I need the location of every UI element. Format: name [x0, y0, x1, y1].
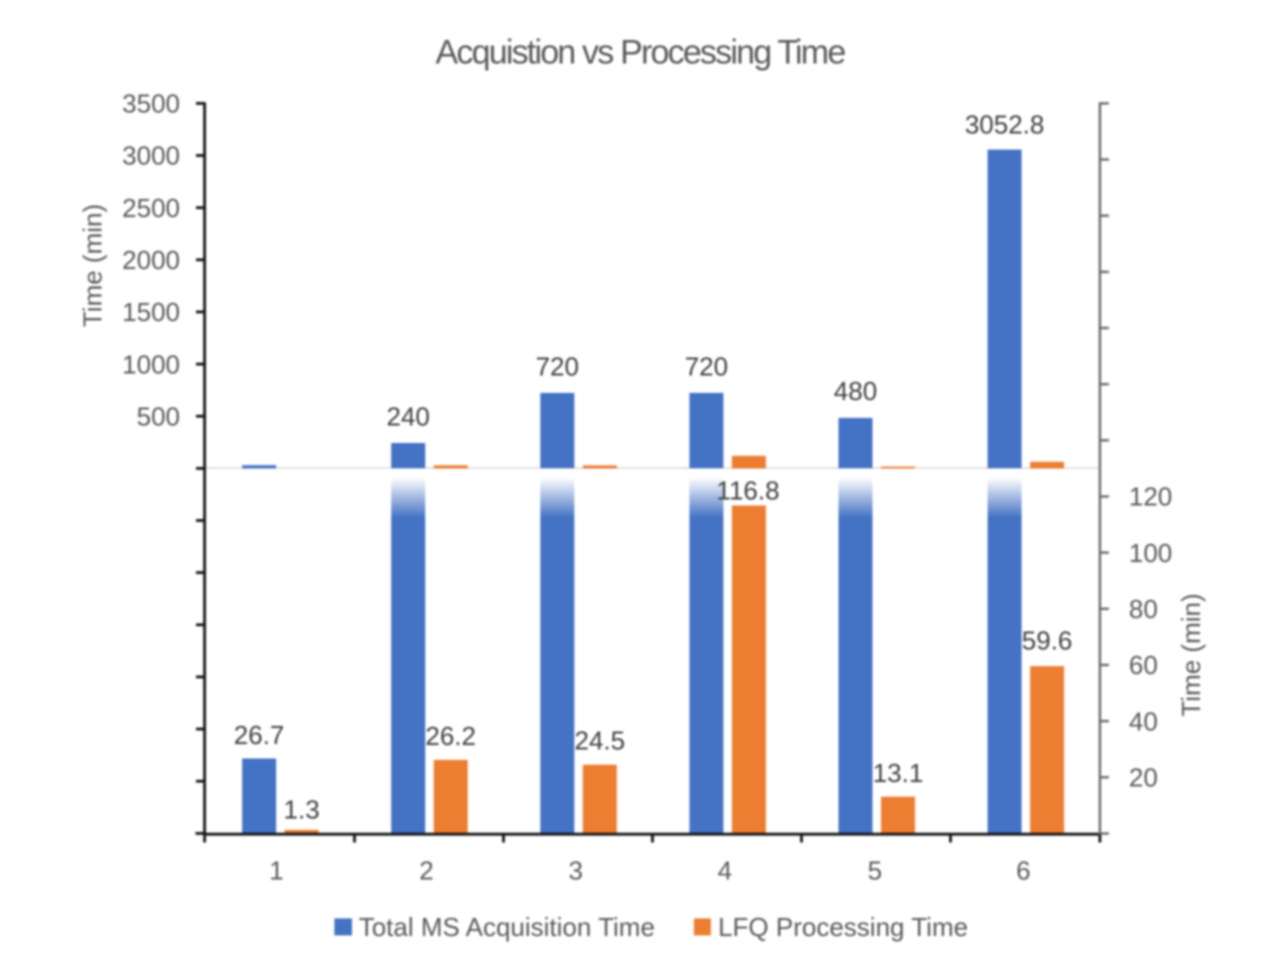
- svg-text:116.8: 116.8: [716, 475, 779, 505]
- svg-text:4: 4: [718, 855, 732, 885]
- svg-text:13.1: 13.1: [873, 758, 924, 788]
- svg-text:2500: 2500: [122, 193, 180, 223]
- svg-text:1000: 1000: [122, 349, 180, 379]
- svg-text:5: 5: [868, 855, 882, 885]
- svg-text:Acquistion vs Processing Time: Acquistion vs Processing Time: [436, 34, 846, 72]
- svg-text:720: 720: [536, 351, 579, 381]
- svg-text:3: 3: [568, 855, 582, 885]
- svg-text:3000: 3000: [122, 141, 180, 171]
- svg-text:6: 6: [1016, 855, 1030, 885]
- svg-text:3500: 3500: [122, 89, 180, 119]
- svg-text:20: 20: [1129, 763, 1158, 793]
- svg-text:LFQ Processing Time: LFQ Processing Time: [718, 912, 968, 942]
- svg-text:24.5: 24.5: [574, 725, 625, 755]
- svg-text:720: 720: [685, 351, 728, 381]
- svg-text:2: 2: [419, 855, 433, 885]
- svg-text:26.7: 26.7: [234, 720, 285, 750]
- svg-text:60: 60: [1129, 650, 1158, 680]
- svg-text:120: 120: [1129, 482, 1172, 512]
- svg-text:3052.8: 3052.8: [965, 110, 1045, 140]
- svg-text:240: 240: [387, 402, 430, 432]
- svg-text:80: 80: [1129, 594, 1158, 624]
- svg-text:Total MS Acquisition Time: Total MS Acquisition Time: [359, 912, 655, 942]
- svg-text:59.6: 59.6: [1022, 625, 1073, 655]
- svg-text:1: 1: [269, 855, 283, 885]
- svg-text:26.2: 26.2: [425, 721, 476, 751]
- svg-text:500: 500: [137, 401, 180, 431]
- svg-text:1.3: 1.3: [284, 795, 320, 825]
- svg-text:Time (min): Time (min): [78, 204, 108, 327]
- svg-text:1500: 1500: [122, 297, 180, 327]
- svg-text:Time (min): Time (min): [1176, 593, 1206, 716]
- svg-text:2000: 2000: [122, 245, 180, 275]
- svg-text:40: 40: [1129, 706, 1158, 736]
- svg-text:100: 100: [1129, 538, 1172, 568]
- svg-text:480: 480: [834, 376, 877, 406]
